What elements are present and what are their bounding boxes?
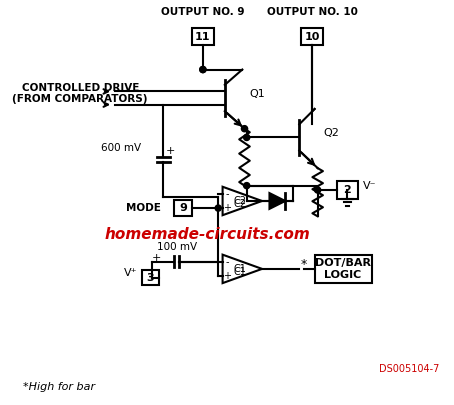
Text: V⁻: V⁻ [363,181,376,191]
Text: +: + [223,271,231,281]
Polygon shape [270,193,285,209]
Text: 11: 11 [195,32,211,42]
Text: V⁺: V⁺ [123,268,137,278]
Bar [142,270,159,285]
Text: Q2: Q2 [323,128,339,138]
Text: OUTPUT NO. 10: OUTPUT NO. 10 [267,7,358,17]
Circle shape [315,187,321,193]
Text: MODE: MODE [126,203,161,213]
Text: DS005104-7: DS005104-7 [379,364,439,374]
Text: *High for bar: *High for bar [23,382,95,392]
Text: C2: C2 [234,199,247,209]
Text: +: + [166,145,175,156]
Text: C1: C1 [234,264,247,274]
Circle shape [244,134,250,141]
Text: -: - [225,189,229,199]
Text: 600 mV: 600 mV [101,143,142,153]
Text: Q1: Q1 [249,89,265,99]
Text: 3: 3 [147,273,154,283]
Text: 2: 2 [344,185,351,195]
Text: C2: C2 [234,196,247,206]
Bar [336,181,358,199]
Text: OUTPUT NO. 9: OUTPUT NO. 9 [161,7,245,17]
Text: *: * [301,258,307,271]
Circle shape [215,205,221,211]
Bar [192,28,214,45]
Text: +: + [223,203,231,213]
Bar [301,28,323,45]
Text: DOT/BAR
LOGIC: DOT/BAR LOGIC [315,258,371,280]
Circle shape [244,183,250,189]
Bar [174,200,192,216]
Circle shape [242,126,247,132]
Text: C1: C1 [234,267,247,277]
Text: CONTROLLED DRIVE
(FROM COMPARATORS): CONTROLLED DRIVE (FROM COMPARATORS) [12,83,148,104]
Text: homemade-circuits.com: homemade-circuits.com [104,227,310,242]
Circle shape [200,66,206,72]
Text: -: - [225,257,229,267]
Text: +: + [152,253,162,263]
Circle shape [200,66,206,72]
Text: 100 mV: 100 mV [157,242,197,252]
Bar [315,255,371,283]
Text: 10: 10 [305,32,320,42]
Text: 9: 9 [179,203,187,213]
